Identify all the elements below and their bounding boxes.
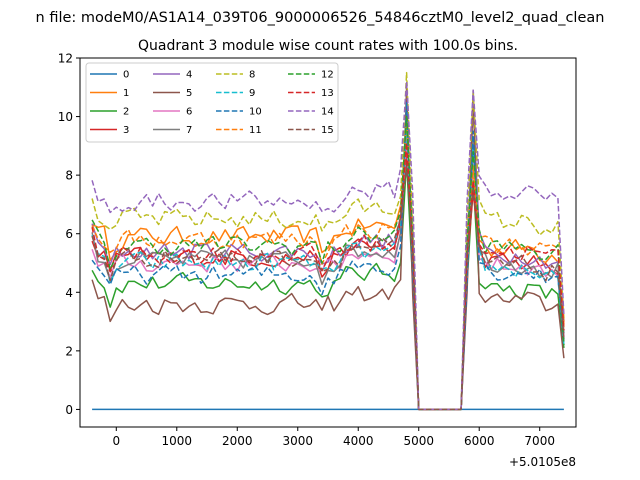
x-axis: 0 1000 2000 3000 4000 5000 6000 7000 (112, 427, 555, 448)
y-tick-label: 2 (65, 344, 73, 358)
x-tick-label: 1000 (162, 434, 193, 448)
series-line-14 (91, 80, 565, 411)
legend-box (85, 62, 339, 143)
legend-label-12: 12 (321, 70, 334, 81)
legend-label-11: 11 (249, 125, 262, 136)
legend-label-8: 8 (249, 70, 255, 81)
series-line-3 (91, 150, 565, 411)
legend-label-10: 10 (249, 107, 262, 118)
legend-label-5: 5 (186, 88, 192, 99)
series-line-13 (91, 142, 565, 411)
x-tick-label: 0 (112, 434, 120, 448)
legend-label-9: 9 (249, 88, 255, 99)
legend-label-15: 15 (321, 125, 334, 136)
x-offset-label: +5.0105e8 (509, 455, 576, 469)
x-tick-label: 7000 (524, 434, 555, 448)
plot-frame (79, 57, 577, 428)
legend-label-6: 6 (186, 107, 192, 118)
x-tick-label: 6000 (464, 434, 495, 448)
y-tick-label: 12 (58, 52, 73, 66)
y-tick-label: 10 (58, 110, 73, 124)
series-line-8 (91, 71, 565, 411)
legend-label-2: 2 (123, 107, 129, 118)
legend-label-3: 3 (123, 125, 129, 136)
legend-label-13: 13 (321, 88, 334, 99)
x-tick-label: 4000 (343, 434, 374, 448)
series-line-15 (91, 165, 565, 411)
chart-title: Quadrant 3 module wise count rates with … (138, 38, 518, 54)
legend-label-14: 14 (321, 107, 334, 118)
legend-label-7: 7 (186, 125, 192, 136)
plot-lines (91, 71, 565, 411)
y-tick-label: 0 (65, 403, 73, 417)
x-tick-label: 2000 (222, 434, 253, 448)
y-tick-label: 4 (65, 286, 73, 300)
x-tick-label: 3000 (282, 434, 313, 448)
figure-suptitle: n file: modeM0/AS1A14_039T06_9000006526_… (36, 10, 605, 26)
series-line-5 (91, 86, 565, 411)
series-line-11 (91, 118, 565, 411)
y-tick-label: 6 (65, 227, 73, 241)
legend-label-1: 1 (123, 88, 129, 99)
series-line-2 (91, 159, 565, 411)
series-line-9 (91, 127, 565, 411)
series-line-10 (91, 101, 565, 411)
legend-label-4: 4 (186, 70, 192, 81)
legend-label-0: 0 (123, 70, 129, 81)
y-tick-label: 8 (65, 169, 73, 183)
y-axis: 0 2 4 6 8 10 12 (58, 52, 80, 417)
x-tick-label: 5000 (403, 434, 434, 448)
